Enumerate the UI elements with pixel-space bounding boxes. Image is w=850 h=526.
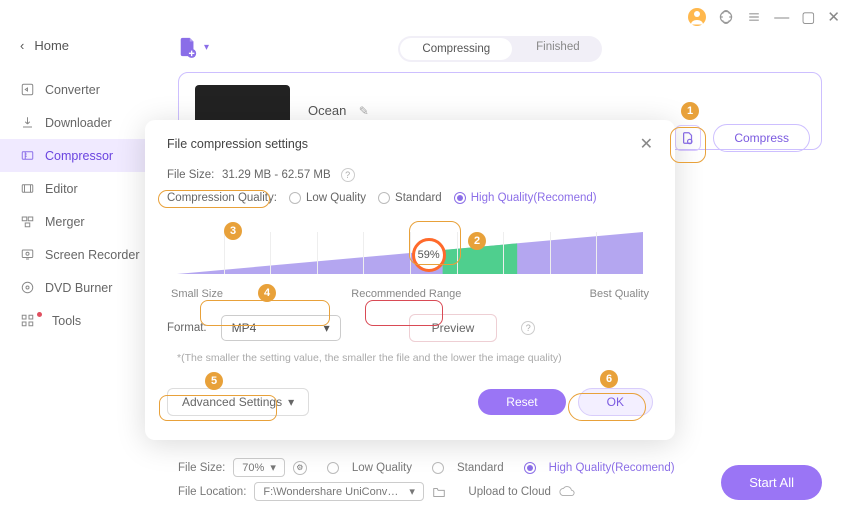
format-select[interactable]: MP4▾ — [221, 315, 341, 341]
badge-5: 5 — [205, 372, 223, 390]
bb-loc-lbl: File Location: — [178, 486, 246, 498]
filesize-value: 31.29 MB - 62.57 MB — [222, 169, 331, 181]
compression-settings-dialog: File compression settings ✕ File Size: 3… — [145, 120, 675, 440]
window-max[interactable]: ▢ — [801, 8, 815, 26]
tab-group: Compressing Finished — [398, 36, 601, 62]
format-lbl: Format: — [167, 322, 207, 334]
slider-best-lbl: Best Quality — [590, 288, 649, 300]
sidebar-item-converter[interactable]: Converter — [0, 73, 160, 106]
badge-1: 1 — [681, 102, 699, 120]
badge-6: 6 — [600, 370, 618, 388]
menu-icon[interactable] — [746, 9, 762, 25]
back-label: Home — [34, 38, 69, 53]
tab-finished[interactable]: Finished — [514, 36, 601, 62]
badge-3: 3 — [224, 222, 242, 240]
reset-button[interactable]: Reset — [478, 389, 565, 415]
sidebar-item-editor[interactable]: Editor — [0, 172, 160, 205]
file-name: Ocean — [308, 103, 346, 118]
sidebar-item-dvd[interactable]: DVD Burner — [0, 271, 160, 304]
slider-rec-lbl: Recommended Range — [351, 288, 461, 300]
edit-name-icon[interactable]: ✎ — [359, 104, 369, 118]
account-icon[interactable] — [688, 8, 706, 26]
compress-button[interactable]: Compress — [713, 124, 810, 152]
start-all-button[interactable]: Start All — [721, 465, 822, 500]
bb-loc-select[interactable]: F:\Wondershare UniConverter 1▾ — [254, 482, 424, 501]
sidebar-item-merger[interactable]: Merger — [0, 205, 160, 238]
cloud-icon[interactable] — [559, 486, 575, 498]
sidebar-item-downloader[interactable]: Downloader — [0, 106, 160, 139]
window-close[interactable]: ✕ — [827, 8, 840, 26]
ok-button[interactable]: OK — [578, 388, 653, 416]
radio-high[interactable] — [454, 192, 466, 204]
bb-radio-low[interactable] — [327, 462, 339, 474]
bb-radio-std[interactable] — [432, 462, 444, 474]
chevron-down-icon: ▾ — [204, 42, 209, 53]
folder-icon[interactable] — [432, 485, 446, 499]
add-file-button[interactable]: ▾ — [178, 36, 209, 58]
quality-note: *(The smaller the setting value, the sma… — [177, 352, 653, 364]
badge-4: 4 — [258, 284, 276, 302]
tab-compressing[interactable]: Compressing — [400, 38, 512, 60]
sidebar-item-screenrec[interactable]: Screen Recorder — [0, 238, 160, 271]
bb-filesize-lbl: File Size: — [178, 462, 225, 474]
upload-cloud-label: Upload to Cloud — [468, 486, 550, 498]
bb-radio-high[interactable] — [524, 462, 536, 474]
sidebar-item-compressor[interactable]: Compressor — [0, 139, 160, 172]
preview-button[interactable]: Preview — [409, 314, 498, 342]
radio-low[interactable] — [289, 192, 301, 204]
help-icon-2[interactable]: ? — [521, 321, 535, 335]
slider-small-lbl: Small Size — [171, 288, 223, 300]
bb-filesize-select[interactable]: 70%▾ — [233, 458, 285, 477]
support-icon[interactable] — [718, 9, 734, 25]
badge-2: 2 — [468, 232, 486, 250]
file-settings-icon[interactable] — [675, 125, 701, 151]
bb-gear-icon[interactable]: ⚙ — [293, 461, 307, 475]
back-home[interactable]: ‹ Home — [0, 32, 160, 59]
dialog-title: File compression settings — [167, 137, 308, 151]
window-min[interactable]: — — [774, 9, 789, 26]
slider-handle[interactable]: 59% — [412, 238, 446, 272]
quality-slider[interactable]: 59% — [177, 222, 643, 284]
advanced-settings-button[interactable]: Advanced Settings▾ — [167, 388, 309, 416]
cq-lbl: Compression Quality: — [167, 192, 277, 204]
sidebar-item-tools[interactable]: Tools — [0, 304, 160, 337]
chevron-left-icon: ‹ — [20, 38, 24, 53]
filesize-lbl: File Size: — [167, 169, 222, 181]
radio-std[interactable] — [378, 192, 390, 204]
help-icon[interactable]: ? — [341, 168, 355, 182]
close-icon[interactable]: ✕ — [640, 134, 653, 154]
